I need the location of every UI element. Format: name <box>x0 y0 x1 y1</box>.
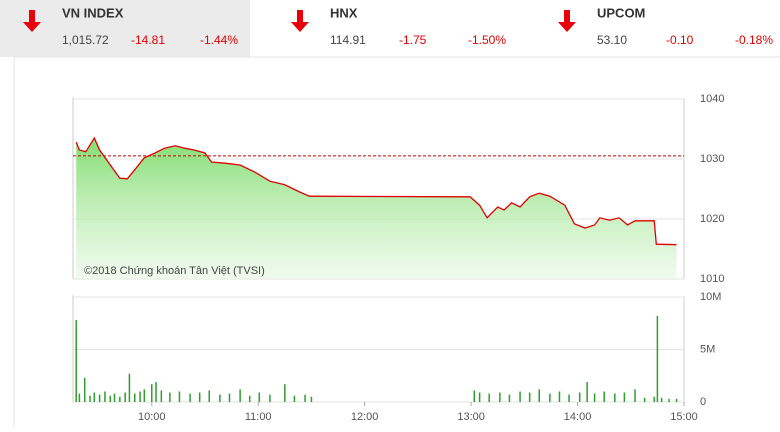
x-tick-label: 15:00 <box>670 411 698 423</box>
volume-bar <box>124 392 126 402</box>
header: VN INDEX 1,015.72 -14.81 -1.44% HNX 114.91 -1.… <box>23 5 773 47</box>
volume-bar <box>614 393 616 402</box>
index-change: -1.75 <box>399 33 427 47</box>
index-percent: -1.44% <box>200 33 238 47</box>
volume-bar <box>675 398 678 402</box>
volume-bar <box>653 396 655 402</box>
volume-bar <box>160 390 163 402</box>
volume-bar <box>178 391 181 402</box>
volume-bar <box>549 393 551 402</box>
index-tab[interactable]: VN INDEX 1,015.72 -14.81 -1.44% <box>23 5 238 47</box>
volume-bar <box>128 373 131 402</box>
index-name: HNX <box>330 5 358 20</box>
volume-bar <box>151 384 153 402</box>
active-tab-bg <box>0 0 250 57</box>
volume-bar <box>78 393 81 402</box>
index-name: UPCOM <box>597 5 645 20</box>
volume-bar <box>98 394 101 402</box>
volume-bar <box>113 393 116 402</box>
volume-bar <box>248 395 251 402</box>
y-tick-label: 1020 <box>700 213 724 225</box>
index-change: -14.81 <box>131 33 165 47</box>
x-tick-label: 11:00 <box>245 411 272 423</box>
volume-bar <box>89 395 91 402</box>
y-tick-label: 10M <box>700 291 721 303</box>
y-tick-label: 1040 <box>700 93 724 105</box>
volume-bar <box>643 397 646 402</box>
index-value: 53.10 <box>597 33 627 47</box>
volume-bar <box>473 390 476 402</box>
volume-bar <box>155 382 157 402</box>
volume-bar <box>169 392 171 402</box>
volume-bar <box>133 393 136 402</box>
volume-bar <box>284 384 286 402</box>
volume-bar <box>109 395 112 402</box>
panel-frame <box>72 295 685 402</box>
volume-bar <box>634 389 636 402</box>
volume-bar <box>623 392 626 402</box>
volume-bar <box>558 391 561 402</box>
copyright: ©2018 Chứng khoán Tân Việt (TVSI) <box>84 265 265 277</box>
volume-bar <box>528 392 531 402</box>
volume-bar <box>189 393 191 402</box>
volume-bar <box>104 391 106 402</box>
y-tick-label: 1010 <box>700 273 724 285</box>
volume-bar <box>304 394 306 402</box>
index-tab[interactable]: UPCOM 53.10 -0.10 -0.18% <box>558 5 773 47</box>
volume-bar <box>143 389 146 402</box>
down-arrow <box>23 10 41 32</box>
volume-bar <box>228 393 231 402</box>
y-tick-label: 5M <box>700 343 715 355</box>
volume-bar <box>269 394 271 402</box>
x-tick-label: 13:00 <box>457 411 485 423</box>
down-arrow <box>291 10 309 32</box>
index-value: 1,015.72 <box>62 33 109 47</box>
index-tab[interactable]: HNX 114.91 -1.75 -1.50% <box>291 5 506 47</box>
price-line <box>75 136 677 246</box>
volume-bar <box>488 393 490 402</box>
volume-bar <box>668 398 670 402</box>
index-percent: -1.50% <box>468 33 506 47</box>
volume-bar <box>660 397 663 402</box>
volume-bar <box>219 394 221 402</box>
volume-bar <box>578 392 581 402</box>
x-tick-label: 12:00 <box>351 411 379 423</box>
volume-bar <box>258 392 261 402</box>
volume-bar <box>593 393 596 402</box>
volume-bar <box>198 392 201 402</box>
volume-bar <box>208 390 211 402</box>
volume-bar <box>538 389 540 402</box>
x-tick-label: 10:00 <box>138 411 166 423</box>
y-tick-label: 1030 <box>700 153 724 165</box>
index-percent: -0.18% <box>735 33 773 47</box>
down-arrow <box>558 10 576 32</box>
volume-bar <box>75 320 77 402</box>
volume-bar <box>293 395 296 402</box>
volume-bar <box>508 394 511 402</box>
index-change: -0.10 <box>666 33 694 47</box>
volume-bar <box>310 396 313 402</box>
volume-bar <box>139 391 141 402</box>
y-tick-label: 0 <box>700 396 706 408</box>
volume-bar <box>239 389 241 402</box>
index-value: 114.91 <box>330 33 366 47</box>
volume-bar <box>656 315 659 402</box>
area-fill <box>76 138 677 279</box>
volume-bar <box>119 396 121 402</box>
volume-bar <box>603 391 605 402</box>
volume-bar <box>586 382 588 402</box>
volume-bar <box>568 394 570 402</box>
plots: 1010 1020 1030 1040 ©2018 Chứng khoán Tân Vi… <box>72 93 724 423</box>
volume-bar <box>519 391 521 402</box>
index-name: VN INDEX <box>62 5 124 20</box>
x-tick-label: 14:00 <box>564 411 592 423</box>
volume-bar <box>83 377 86 402</box>
volume-bar <box>499 392 501 402</box>
volume-bar <box>93 392 96 402</box>
volume-bar <box>478 392 481 402</box>
